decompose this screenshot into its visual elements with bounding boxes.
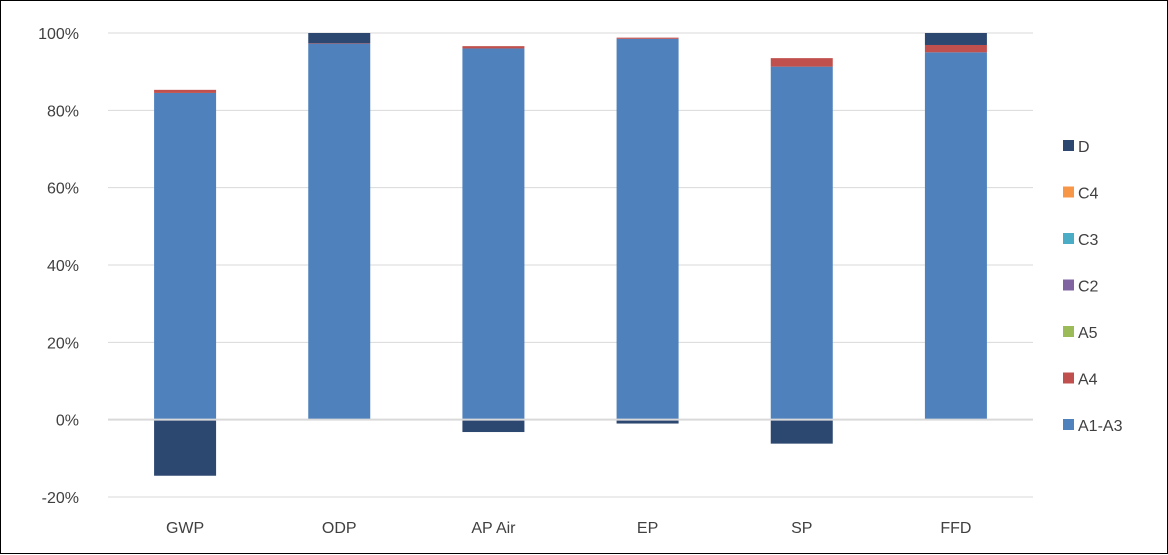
bar-segment-d	[308, 33, 371, 44]
bars	[154, 33, 987, 476]
y-tick-label: 80%	[47, 103, 79, 120]
bar-segment-a1-a3	[616, 38, 679, 420]
y-tick-label: 0%	[56, 413, 79, 430]
y-tick-label: 20%	[47, 335, 79, 352]
legend-label: C4	[1078, 186, 1099, 203]
legend-swatch	[1063, 372, 1074, 384]
bar-segment-a4	[616, 37, 679, 39]
x-category-label: FFD	[940, 520, 971, 537]
bar-segment-d	[770, 419, 833, 444]
bar-segment-a1-a3	[770, 66, 833, 420]
gridlines	[108, 32, 1033, 498]
bar-segment-a1-a3	[462, 48, 525, 420]
legend-label: A4	[1078, 372, 1098, 389]
legend-swatch	[1063, 419, 1074, 430]
bar-segment-d	[462, 419, 525, 433]
bar-segment-a1-a3	[308, 43, 371, 420]
x-category-label: EP	[637, 520, 658, 537]
x-category-label: GWP	[166, 520, 204, 537]
x-axis-category-labels: GWP ODP AP Air EP SP FFD	[166, 520, 971, 537]
x-category-label: SP	[791, 520, 812, 537]
bar-segment-d	[924, 33, 987, 45]
y-axis-tick-labels: -20% 0% 20% 40% 60% 80% 100%	[38, 26, 79, 507]
legend-swatch	[1063, 140, 1074, 151]
bar-segment-d	[154, 419, 217, 476]
legend-swatch	[1063, 279, 1074, 291]
bar-segment-a4	[462, 46, 525, 49]
legend-label: C2	[1078, 279, 1099, 296]
bar-segment-d	[616, 419, 679, 424]
x-category-label: ODP	[322, 520, 357, 537]
legend-label: A1-A3	[1078, 418, 1123, 435]
legend-swatch	[1063, 326, 1074, 337]
y-tick-label: 100%	[38, 26, 79, 43]
bar-segment-a1-a3	[154, 92, 217, 420]
bar-segment-a4	[154, 89, 217, 93]
legend-label: A5	[1078, 325, 1098, 342]
bar-segment-a4	[924, 44, 987, 53]
y-tick-label: 60%	[47, 181, 79, 198]
bar-segment-a4	[770, 58, 833, 67]
legend-label: D	[1078, 139, 1090, 156]
bar-segment-a4	[308, 43, 371, 44]
legend-swatch	[1063, 186, 1074, 198]
bar-segment-a1-a3	[924, 52, 987, 420]
y-tick-label: 40%	[47, 258, 79, 275]
y-tick-label: -20%	[42, 490, 79, 507]
x-category-label: AP Air	[471, 520, 516, 537]
legend: D C4 C3 C2 A5 A4 A1-A3	[1063, 139, 1123, 435]
legend-label: C3	[1078, 232, 1099, 249]
legend-swatch	[1063, 233, 1074, 244]
